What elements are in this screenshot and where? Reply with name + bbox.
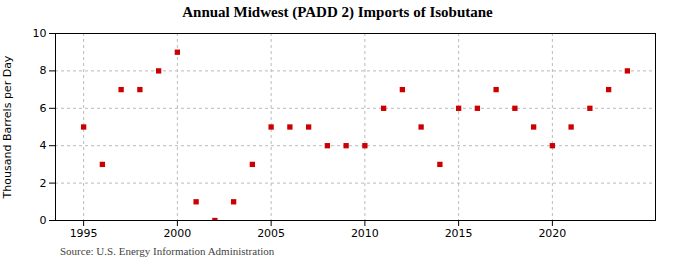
svg-text:6: 6 [40, 102, 47, 115]
svg-text:10: 10 [33, 27, 47, 40]
html-text:Source: U.S. Energy Informatio: Source: U.S. Energy Information Administ… [60, 245, 275, 257]
html-text:Annual Midwest (PADD 2) Import: Annual Midwest (PADD 2) Imports of Isobu… [182, 4, 493, 20]
svg-text:2000: 2000 [163, 227, 191, 240]
svg-text:2015: 2015 [445, 227, 473, 240]
svg-text:2: 2 [40, 177, 47, 190]
svg-text:2010: 2010 [351, 227, 379, 240]
svg-text:8: 8 [40, 64, 47, 77]
svg-text:1995: 1995 [70, 227, 98, 240]
svg-text:4: 4 [40, 139, 47, 152]
svg-text:Thousand Barrels per Day: Thousand Barrels per Day [1, 55, 14, 199]
svg-text:2020: 2020 [538, 227, 566, 240]
svg-text:0: 0 [40, 214, 47, 227]
svg-text:2005: 2005 [257, 227, 285, 240]
